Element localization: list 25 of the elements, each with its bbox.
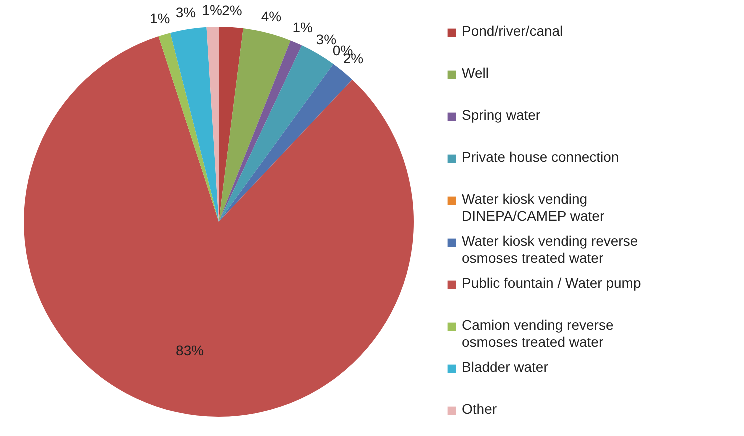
- data-label: 1%: [202, 2, 222, 18]
- data-label: 1%: [150, 10, 170, 26]
- pie-slice: [170, 27, 219, 222]
- pie-slice: [219, 46, 334, 222]
- data-label: 83%: [176, 342, 204, 358]
- legend-label: Bladder water: [462, 359, 549, 375]
- pie-slice: [219, 27, 244, 222]
- pie-slice: [219, 40, 302, 222]
- data-label: 2%: [222, 2, 242, 18]
- data-label: 3%: [176, 4, 196, 21]
- pie-slice: [158, 33, 219, 222]
- legend-label: Pond/river/canal: [462, 23, 564, 39]
- data-label: 4%: [261, 8, 282, 25]
- pie-slice: [24, 36, 414, 417]
- legend-label: Other: [462, 401, 498, 417]
- pie-slice: [219, 28, 291, 222]
- legend-label: Well: [462, 65, 489, 81]
- legend-label: Water kiosk vending DINEPA/CAMEP water: [462, 191, 605, 224]
- legend-label: Spring water: [462, 107, 541, 123]
- legend-label: Private house connection: [462, 149, 620, 165]
- data-label: 1%: [292, 19, 313, 36]
- pie-slice: [219, 64, 352, 222]
- legend-label: Water kiosk vending reverse osmoses treated water: [462, 233, 638, 266]
- legend-label: Camion vending reverse osmoses treated water: [462, 317, 614, 350]
- legend-label: Public fountain / Water pump: [462, 275, 642, 291]
